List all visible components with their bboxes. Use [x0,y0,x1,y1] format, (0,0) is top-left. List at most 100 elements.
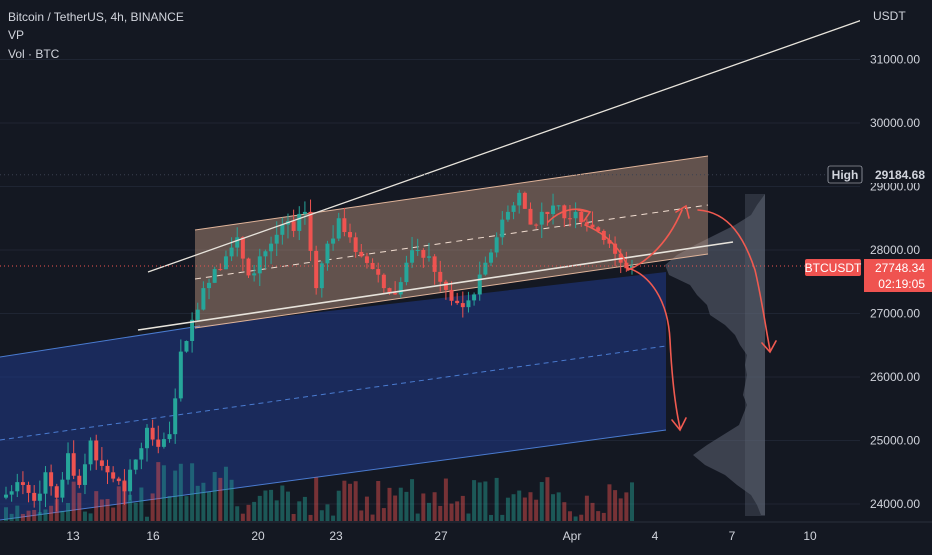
candle[interactable] [20,482,25,485]
candle[interactable] [269,243,274,252]
candle[interactable] [511,205,516,212]
candle[interactable] [584,222,589,225]
indicator-vp-label[interactable]: VP [8,28,25,42]
candle[interactable] [460,303,465,308]
candle[interactable] [54,486,59,498]
candle[interactable] [398,282,403,295]
candle[interactable] [466,300,471,308]
candle[interactable] [263,251,268,257]
candle[interactable] [387,288,392,294]
arrow-right-down-annotation[interactable] [697,209,771,351]
candle[interactable] [376,269,381,275]
candle[interactable] [66,453,71,480]
candle[interactable] [404,262,409,283]
candle[interactable] [607,240,612,244]
candle[interactable] [133,459,138,470]
candle[interactable] [32,492,37,501]
candle[interactable] [556,205,561,207]
candle[interactable] [415,250,420,251]
candle[interactable] [150,427,155,440]
candle[interactable] [184,340,189,352]
candle[interactable] [60,479,65,498]
candle[interactable] [342,218,347,233]
candle[interactable] [410,250,415,263]
arrow-down-annotation[interactable] [627,267,681,429]
candle[interactable] [359,251,364,257]
candle[interactable] [517,192,522,206]
candle[interactable] [111,472,116,479]
candle[interactable] [9,491,14,495]
candle[interactable] [116,478,121,482]
candle[interactable] [579,211,584,223]
time-axis[interactable] [0,522,932,550]
candle[interactable] [567,218,572,220]
candle[interactable] [393,293,398,295]
candle[interactable] [207,282,212,289]
candle[interactable] [539,211,544,225]
candle[interactable] [438,271,443,282]
candle[interactable] [297,213,302,231]
candle[interactable] [240,237,245,259]
candle[interactable] [223,256,228,270]
candle[interactable] [573,211,578,219]
candle[interactable] [88,440,93,465]
candle[interactable] [364,256,369,263]
candle[interactable] [139,448,144,460]
candle[interactable] [291,221,296,231]
candle[interactable] [613,243,618,254]
candle[interactable] [229,247,234,257]
candle[interactable] [302,211,307,214]
candle[interactable] [534,224,539,226]
candle[interactable] [212,269,217,283]
candle[interactable] [167,434,172,440]
candle[interactable] [443,281,448,290]
indicator-volume-label[interactable]: Vol · BTC [8,47,60,61]
candle[interactable] [49,472,54,487]
candle[interactable] [257,256,262,274]
candle[interactable] [82,464,87,485]
candle[interactable] [500,219,505,238]
arrow-head[interactable] [671,417,687,432]
candle[interactable] [235,237,240,248]
candle[interactable] [494,237,499,253]
candle[interactable] [522,192,527,209]
candle[interactable] [201,288,206,310]
candle[interactable] [4,494,8,498]
candle[interactable] [472,294,477,301]
candle[interactable] [195,309,200,320]
candle[interactable] [331,238,336,244]
candle[interactable] [319,263,324,289]
arrow-head[interactable] [577,209,592,222]
candle[interactable] [381,274,386,289]
candle[interactable] [596,227,601,231]
candle[interactable] [190,319,195,341]
candle[interactable] [545,211,550,215]
candle[interactable] [314,250,319,289]
candle[interactable] [218,269,223,271]
candle[interactable] [15,482,20,492]
candle[interactable] [455,300,460,304]
arrow-head[interactable] [761,340,777,354]
candle[interactable] [252,273,257,276]
candle[interactable] [590,224,595,228]
candle[interactable] [122,481,127,492]
candle[interactable] [144,427,149,449]
candle[interactable] [432,256,437,272]
candle[interactable] [173,398,178,435]
candle[interactable] [421,250,426,258]
candle[interactable] [178,351,183,399]
candle[interactable] [528,208,533,225]
candle[interactable] [449,289,454,301]
candle[interactable] [94,440,99,461]
candle[interactable] [308,211,313,251]
candle[interactable] [353,237,358,252]
candle[interactable] [99,460,104,466]
candle[interactable] [551,205,556,215]
candle[interactable] [483,262,488,275]
candle[interactable] [156,439,161,447]
candle[interactable] [489,252,494,263]
candle[interactable] [105,465,110,473]
arrow-curve-annotation[interactable] [584,209,683,272]
